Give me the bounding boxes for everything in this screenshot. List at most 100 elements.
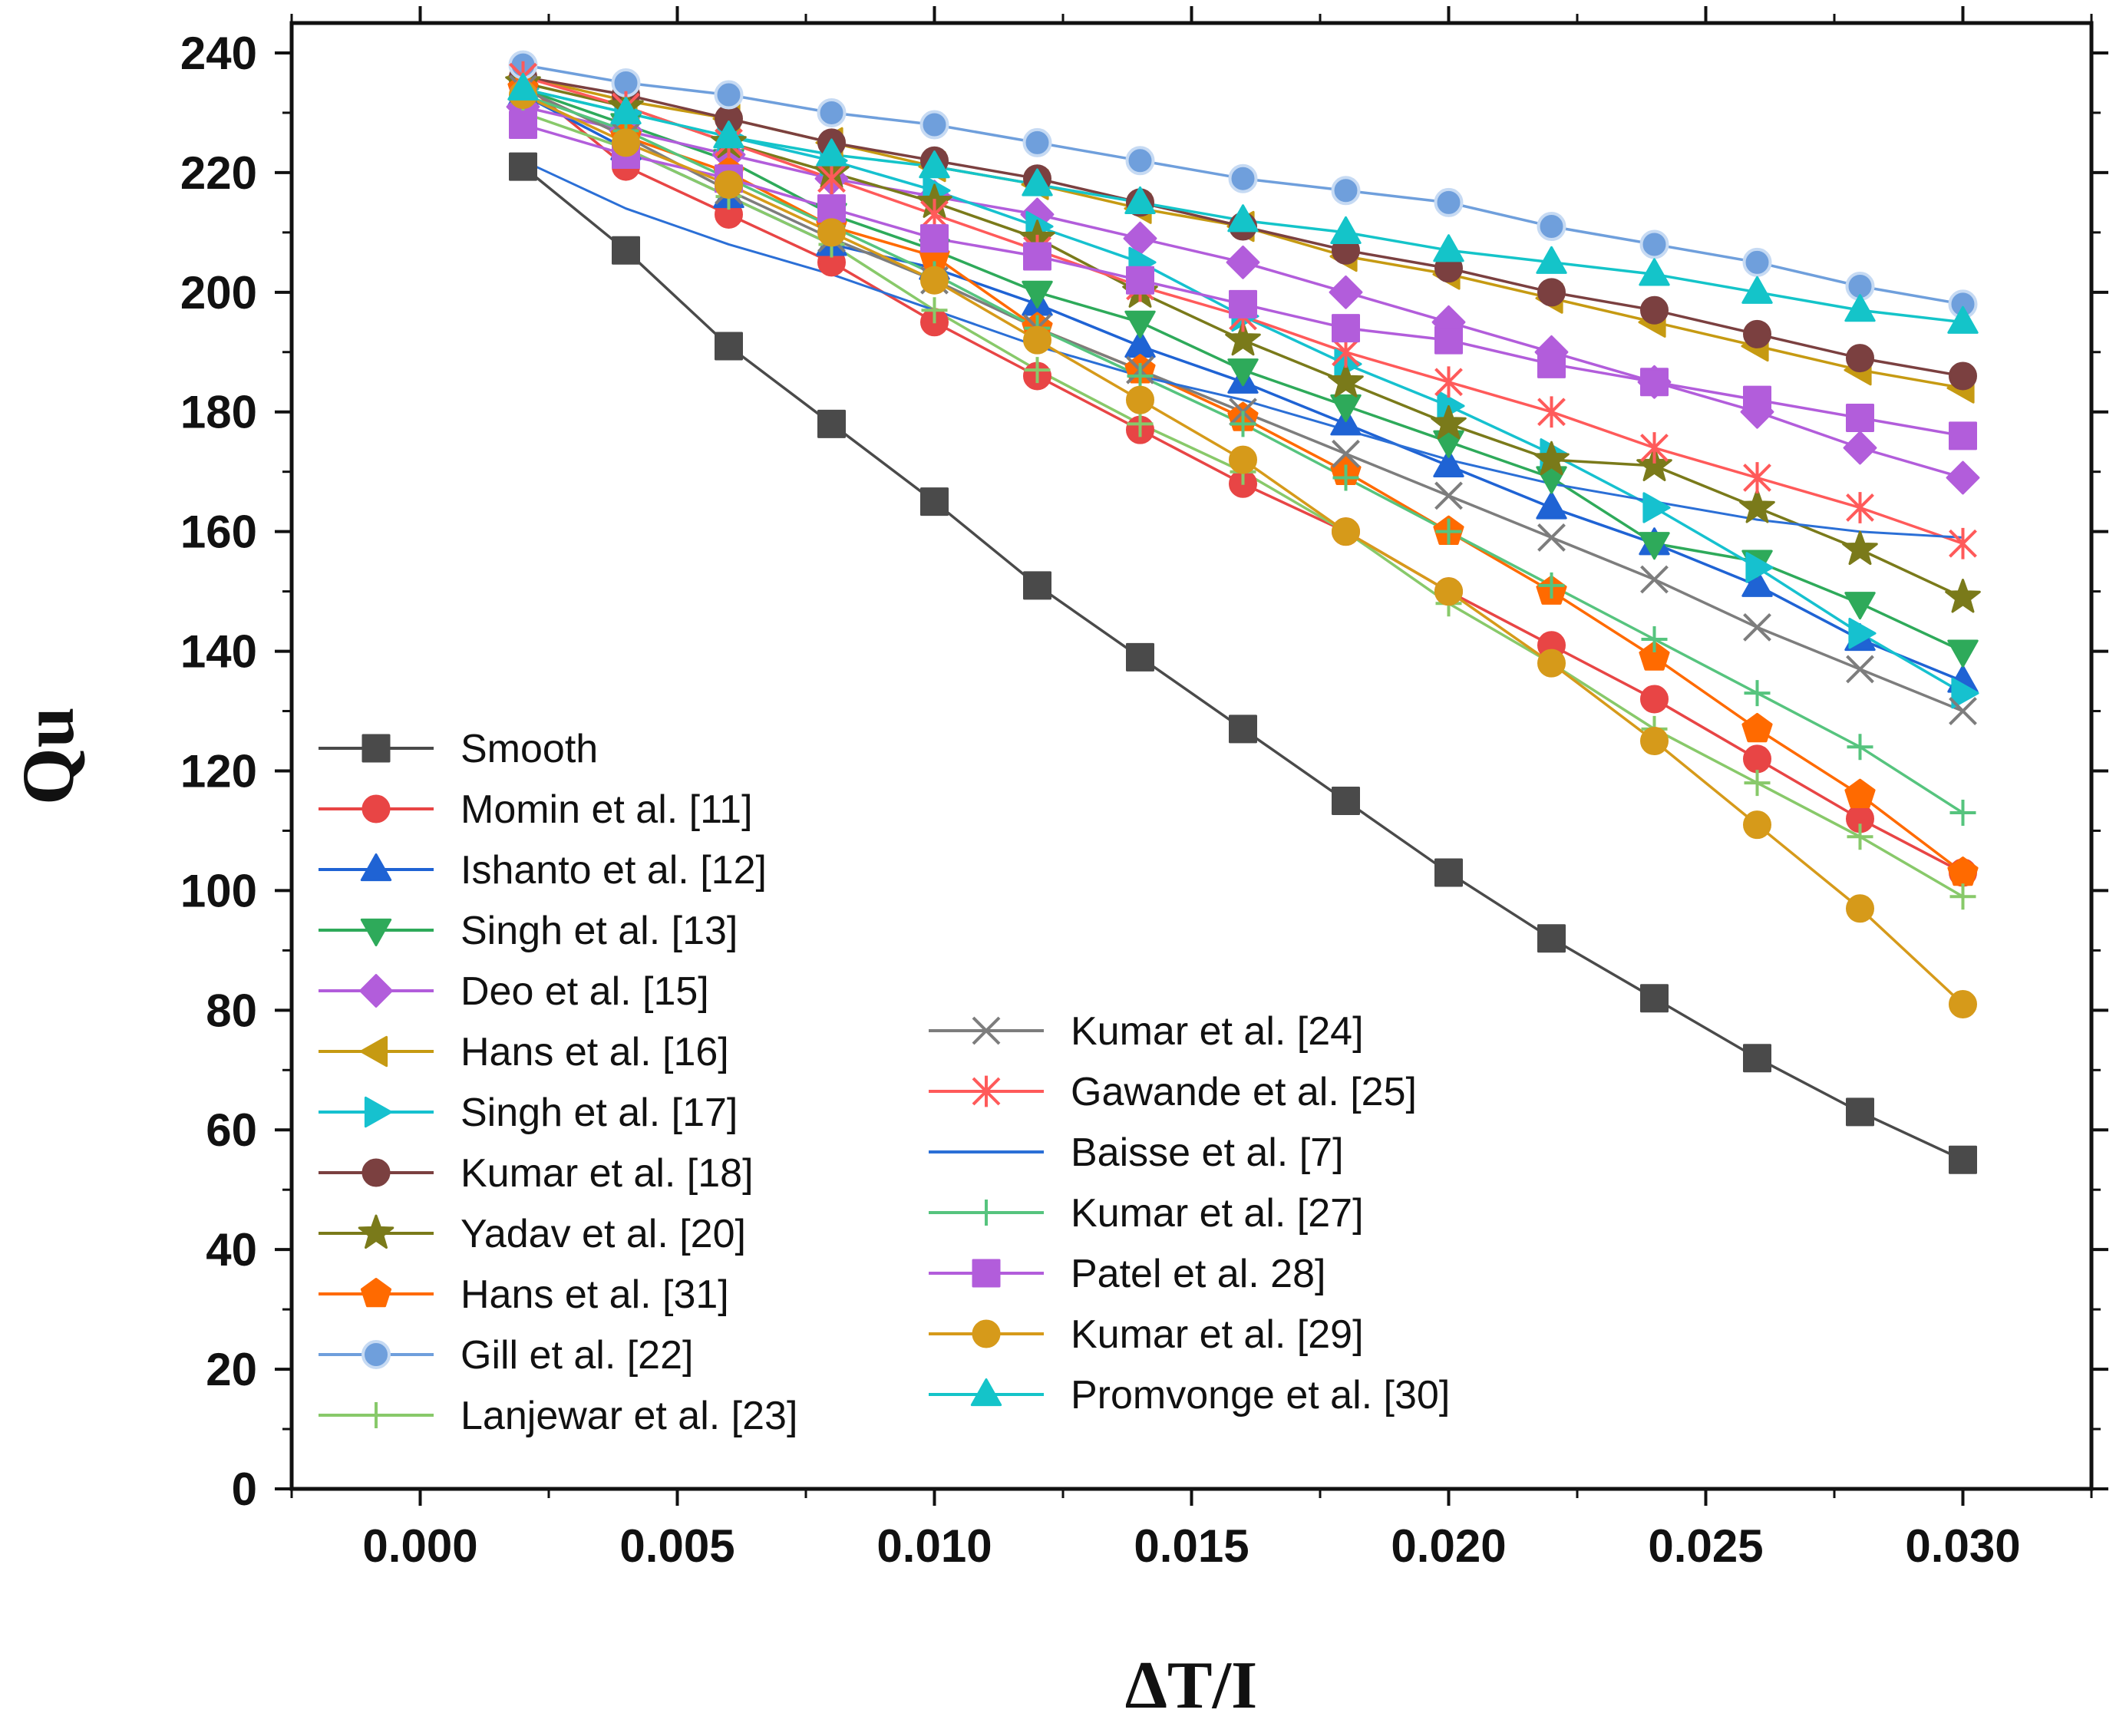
data-point-gawande-et-al-25 xyxy=(1640,432,1669,464)
legend-item-baisse-et-al-7: Baisse et al. [7] xyxy=(929,1130,1344,1175)
data-point-patel-et-al-28 xyxy=(1229,289,1257,318)
data-point-promvonge-et-al-30 xyxy=(1330,216,1362,244)
data-point-smooth xyxy=(509,152,537,181)
data-point-patel-et-al-28 xyxy=(1640,368,1669,397)
data-point-kumar-et-al-24 xyxy=(1332,439,1360,468)
data-point-promvonge-et-al-30 xyxy=(610,96,642,125)
data-point-kumar-et-al-29 xyxy=(1332,517,1360,546)
legend-marker xyxy=(972,1259,1001,1288)
data-point-kumar-et-al-27 xyxy=(1641,625,1668,652)
y-tick-label: 60 xyxy=(206,1104,257,1156)
data-point-kumar-et-al-29 xyxy=(1229,445,1257,474)
data-point-patel-et-al-28 xyxy=(1537,349,1566,378)
legend-item-kumar-et-al-27: Kumar et al. [27] xyxy=(929,1191,1364,1236)
data-point-promvonge-et-al-30 xyxy=(816,138,847,167)
data-point-kumar-et-al-27 xyxy=(1538,572,1565,599)
data-point-hans-et-al-31 xyxy=(1947,856,1979,886)
legend-label: Lanjewar et al. [23] xyxy=(461,1394,797,1438)
y-tick-label: 120 xyxy=(180,745,257,797)
data-point-gill-et-al-22 xyxy=(1639,229,1669,259)
x-tick-label: 0.030 xyxy=(1905,1520,2020,1572)
data-point-yadav-et-al-20 xyxy=(1842,530,1878,566)
x-tick-label: 0.000 xyxy=(362,1520,477,1572)
legend-label: Singh et al. [17] xyxy=(461,1091,738,1135)
data-point-promvonge-et-al-30 xyxy=(1639,258,1670,286)
data-point-smooth xyxy=(920,487,949,517)
legend-item-deo-et-al-15: Deo et al. [15] xyxy=(319,969,709,1014)
legend-marker xyxy=(359,1035,388,1068)
data-point-ishanto-et-al-12 xyxy=(1741,569,1773,597)
data-point-kumar-et-al-29 xyxy=(1434,577,1463,606)
data-point-smooth xyxy=(1743,1044,1771,1073)
data-point-kumar-et-al-29 xyxy=(1537,649,1566,678)
data-point-promvonge-et-al-30 xyxy=(1124,186,1156,214)
data-point-kumar-et-al-29 xyxy=(920,266,949,295)
data-point-smooth xyxy=(1846,1097,1874,1127)
series-markers-patel-et-al-28 xyxy=(509,111,1977,451)
legend-marker xyxy=(361,794,391,823)
data-point-gawande-et-al-25 xyxy=(1537,396,1566,428)
data-point-gawande-et-al-25 xyxy=(1846,492,1874,523)
data-point-promvonge-et-al-30 xyxy=(1844,294,1876,322)
legend-label: Ishanto et al. [12] xyxy=(461,848,767,893)
legend-item-singh-et-al-13: Singh et al. [13] xyxy=(319,909,738,953)
data-point-smooth xyxy=(1332,786,1360,815)
legend-item-promvonge-et-al-30: Promvonge et al. [30] xyxy=(929,1373,1450,1418)
data-point-deo-et-al-15 xyxy=(1843,431,1877,465)
data-point-momin-et-al-11 xyxy=(1743,744,1771,774)
legend-item-gawande-et-al-25: Gawande et al. [25] xyxy=(929,1070,1417,1114)
data-point-kumar-et-al-29 xyxy=(1949,990,1977,1019)
legend-item-ishanto-et-al-12: Ishanto et al. [12] xyxy=(319,848,767,893)
data-point-patel-et-al-28 xyxy=(1023,242,1051,271)
legend-item-gill-et-al-22: Gill et al. [22] xyxy=(319,1333,693,1378)
data-point-promvonge-et-al-30 xyxy=(1433,234,1464,262)
series-markers xyxy=(505,50,1981,1174)
data-point-patel-et-al-28 xyxy=(1846,404,1874,433)
y-tick-labels: 0 20 40 60 80 100 120 140 160 180 200 220 240 xyxy=(180,28,257,1515)
data-point-smooth xyxy=(1434,858,1463,887)
legend-label: Baisse et al. [7] xyxy=(1071,1130,1344,1175)
data-point-gawande-et-al-25 xyxy=(1949,527,1977,559)
y-tick-label: 100 xyxy=(180,865,257,916)
series-markers-promvonge-et-al-30 xyxy=(507,72,1979,334)
data-point-kumar-et-al-24 xyxy=(1949,697,1977,725)
y-tick-label: 140 xyxy=(180,626,257,678)
data-point-singh-et-al-13 xyxy=(1022,280,1053,309)
data-point-kumar-et-al-18 xyxy=(1846,344,1874,373)
series-markers-kumar-et-al-29 xyxy=(509,81,1977,1019)
data-point-kumar-et-al-29 xyxy=(1023,325,1051,355)
data-point-ishanto-et-al-12 xyxy=(1433,449,1464,477)
y-tick-label: 40 xyxy=(206,1224,257,1276)
legend-item-singh-et-al-17: Singh et al. [17] xyxy=(319,1091,738,1135)
data-point-kumar-et-al-29 xyxy=(1126,385,1154,414)
data-point-smooth xyxy=(1537,924,1566,953)
legend-marker xyxy=(363,1402,389,1428)
data-point-kumar-et-al-18 xyxy=(1743,319,1771,348)
data-point-smooth xyxy=(1126,642,1154,672)
legend-label: Kumar et al. [29] xyxy=(1071,1312,1364,1357)
data-point-kumar-et-al-27 xyxy=(1847,734,1873,761)
legend-item-smooth: Smooth xyxy=(319,727,598,771)
data-point-kumar-et-al-24 xyxy=(1434,481,1463,510)
data-point-ishanto-et-al-12 xyxy=(1536,491,1567,520)
legend-label: Hans et al. [16] xyxy=(461,1030,729,1074)
legend-marker xyxy=(972,1016,1001,1045)
legend-marker xyxy=(361,1158,391,1187)
data-point-promvonge-et-al-30 xyxy=(1536,246,1567,274)
legend-label: Singh et al. [13] xyxy=(461,909,738,953)
legend-marker xyxy=(358,1214,394,1249)
data-point-lanjewar-et-al-23 xyxy=(1847,823,1873,850)
x-tick-label: 0.025 xyxy=(1648,1520,1763,1572)
y-tick-label: 220 xyxy=(180,147,257,199)
y-tick-label: 160 xyxy=(180,507,257,558)
legend-item-lanjewar-et-al-23: Lanjewar et al. [23] xyxy=(319,1394,797,1438)
data-point-momin-et-al-11 xyxy=(1640,685,1669,714)
data-point-gill-et-al-22 xyxy=(1331,176,1361,206)
data-point-kumar-et-al-18 xyxy=(1949,361,1977,391)
data-point-promvonge-et-al-30 xyxy=(1227,204,1259,233)
legend-item-kumar-et-al-18: Kumar et al. [18] xyxy=(319,1151,754,1196)
data-point-kumar-et-al-18 xyxy=(1537,278,1566,307)
data-point-patel-et-al-28 xyxy=(817,194,846,223)
legend-item-momin-et-al-11: Momin et al. [11] xyxy=(319,787,753,832)
